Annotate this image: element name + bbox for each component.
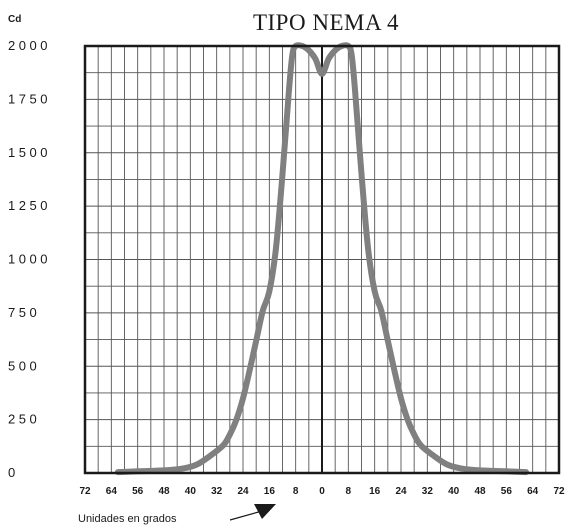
x-tick-label: 32 (211, 486, 223, 497)
x-tick-label: 16 (369, 486, 381, 497)
x-tick-label: 24 (237, 486, 249, 497)
x-tick-label: 40 (185, 486, 197, 497)
y-tick-label: 1750 (8, 91, 51, 106)
x-tick-labels: 72 64 56 48 40 32 24 16 8 0 8 16 24 32 40 48 56 64 72 (79, 486, 565, 497)
y-tick-labels: 0 250 500 750 1000 1250 1500 1750 2000 (8, 38, 51, 480)
y-tick-label: 1000 (8, 252, 51, 267)
arrow-icon-shaft (229, 510, 263, 521)
x-tick-label: 48 (474, 486, 486, 497)
y-tick-label: 0 (8, 465, 19, 480)
chart-title: TIPO NEMA 4 (253, 10, 399, 35)
x-tick-label: 64 (106, 486, 118, 497)
x-axis-note: Unidades en grados (78, 504, 276, 525)
x-tick-label: 16 (264, 486, 276, 497)
x-tick-label: 40 (448, 486, 460, 497)
y-tick-label: 1500 (8, 145, 51, 160)
plot-frame (83, 44, 561, 475)
y-tick-label: 750 (8, 305, 40, 320)
x-tick-label: 8 (293, 486, 299, 497)
grid (85, 46, 559, 473)
x-tick-label: 72 (553, 486, 565, 497)
x-tick-label: 8 (346, 486, 352, 497)
y-axis-unit-label: Cd (8, 14, 21, 25)
x-axis-label: Unidades en grados (78, 513, 177, 525)
x-tick-label: 72 (79, 486, 91, 497)
candela-curve (114, 42, 530, 476)
x-tick-label: 56 (132, 486, 144, 497)
arrow-icon (254, 504, 276, 519)
y-tick-label: 500 (8, 358, 40, 373)
y-tick-label: 2000 (8, 38, 51, 53)
y-tick-label: 250 (8, 412, 40, 427)
x-tick-label: 32 (422, 486, 434, 497)
x-tick-label: 48 (158, 486, 170, 497)
x-tick-label: 24 (395, 486, 407, 497)
y-tick-label: 1250 (8, 198, 51, 213)
x-tick-label: 56 (501, 486, 513, 497)
x-tick-label: 0 (319, 486, 325, 497)
x-tick-label: 64 (527, 486, 539, 497)
